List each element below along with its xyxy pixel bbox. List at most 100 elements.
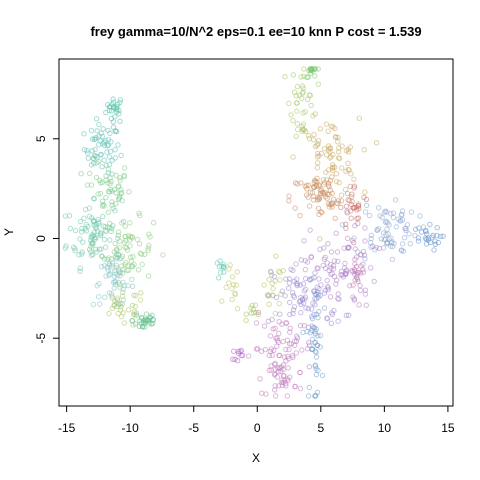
data-point [343,168,349,175]
data-point [117,256,123,262]
data-point [311,66,318,72]
data-point [131,309,138,315]
data-point [324,315,330,321]
data-point [94,154,100,160]
data-point [291,304,298,310]
data-point [312,111,318,117]
data-point [300,89,306,95]
data-point [290,307,297,313]
data-point [347,283,353,289]
data-point [138,251,145,257]
data-point [281,354,288,360]
data-point [233,282,240,288]
data-point [294,281,301,287]
data-point [330,167,336,174]
data-point [328,320,334,326]
data-point [346,149,352,155]
data-point [132,303,139,310]
data-point [104,143,111,149]
data-point [345,197,351,203]
data-point [101,236,108,243]
data-point [295,126,301,133]
data-point [85,150,91,156]
data-point [103,173,109,179]
data-point [336,149,342,155]
data-point [267,333,274,339]
data-point [301,238,307,244]
data-point [104,149,110,155]
data-point [336,180,342,186]
data-point [97,301,103,307]
data-point [112,114,118,120]
data-point [335,258,341,264]
data-point [98,253,105,259]
data-point [117,177,123,184]
data-point [352,256,358,262]
data-point [305,133,312,139]
data-point [305,306,312,312]
data-point [294,100,300,106]
data-point [125,233,132,239]
data-point [312,362,318,368]
data-point [305,393,312,399]
data-point [358,251,364,258]
data-point [133,292,139,299]
data-point [266,292,272,298]
data-point [78,229,85,235]
data-point [108,178,114,185]
data-point [77,218,84,225]
data-point [330,164,336,171]
data-point [407,241,413,247]
data-point [306,364,312,370]
data-point [291,294,298,300]
data-point [298,180,304,186]
x-axis: -15 -10 -5 0 5 10 15 [58,406,455,435]
data-point [300,85,306,91]
data-point [231,348,237,354]
data-point [96,121,102,128]
data-point [322,193,329,200]
data-point [317,236,323,242]
data-point [334,200,340,206]
data-point [107,262,113,268]
data-point [352,268,358,274]
data-point [243,311,250,317]
data-point [81,215,87,221]
data-point [316,286,322,292]
data-point [287,325,293,331]
data-point [81,147,88,153]
data-point [145,273,152,279]
data-point [112,240,118,247]
data-point [383,218,389,225]
data-point [412,226,419,233]
data-point [310,324,317,331]
data-point [138,314,145,320]
data-point [130,322,136,328]
data-point [86,246,93,253]
data-point [309,190,315,196]
data-point [119,301,126,307]
data-point [360,249,367,255]
data-point [321,146,328,152]
data-point [317,126,324,132]
data-point [305,182,312,189]
data-point [390,210,397,216]
data-point [286,356,292,362]
data-point [230,356,236,362]
data-point [81,131,87,137]
data-point [115,279,122,286]
data-point [286,198,292,204]
data-point [315,138,322,144]
data-point [320,262,326,269]
data-point [323,121,330,127]
data-point [342,260,348,267]
data-point [301,323,307,329]
data-point [125,307,132,313]
data-point [98,130,104,136]
data-point [309,336,316,342]
data-point [272,360,278,367]
data-point [312,331,319,337]
data-point [399,217,406,223]
data-point [99,133,106,140]
data-point [283,346,289,353]
